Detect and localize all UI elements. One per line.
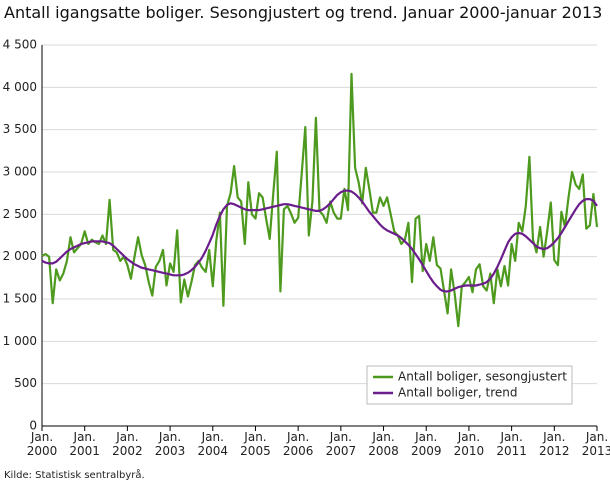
source: Kilde: Statistisk sentralbyrå.: [4, 470, 145, 481]
y-tick-label: 2 000: [3, 249, 37, 263]
legend-box: [366, 365, 573, 405]
x-tick-label: Jan. 2009: [410, 430, 442, 458]
y-tick-label: 1 000: [3, 334, 37, 348]
x-tick-label: Jan. 2012: [539, 430, 570, 458]
y-tick-label: 3 000: [3, 165, 37, 179]
legend-label: Antall boliger, trend: [398, 386, 518, 400]
y-tick-label: 500: [14, 376, 37, 390]
series-line: [41, 189, 598, 293]
y-tick-label: 1 500: [3, 292, 37, 306]
x-tick-label: Jan. 2001: [69, 430, 100, 458]
x-tick-label: Jan. 2004: [197, 430, 229, 458]
x-tick-label: Jan. 2000: [26, 430, 58, 458]
x-tick-label: Jan. 2003: [154, 430, 186, 458]
y-tick-label: 4 000: [3, 80, 37, 94]
chart-title: Antall igangsatte boliger. Sesongjustert…: [4, 3, 603, 22]
x-tick-label: Jan. 2013: [581, 430, 610, 458]
legend: Antall boliger, sesongjustert Antall boli…: [366, 365, 573, 405]
x-tick-label: Jan. 2006: [282, 430, 314, 458]
y-tick-label: 2 500: [3, 207, 37, 221]
x-tick-label: Jan. 2011: [496, 430, 527, 458]
x-tick-label: Jan. 2010: [453, 430, 485, 458]
series-line: [41, 72, 599, 328]
x-tick-label: Jan. 2008: [368, 430, 399, 458]
x-tick-label: Jan. 2007: [325, 430, 357, 458]
legend-label: Antall boliger, sesongjustert: [398, 370, 567, 384]
x-tick-label: Jan. 2002: [112, 430, 143, 458]
y-tick-label: 0: [29, 419, 37, 433]
y-tick-label: 3 500: [3, 122, 37, 136]
y-tick-label: 4 500: [3, 38, 37, 52]
x-tick-label: Jan. 2005: [240, 430, 271, 458]
